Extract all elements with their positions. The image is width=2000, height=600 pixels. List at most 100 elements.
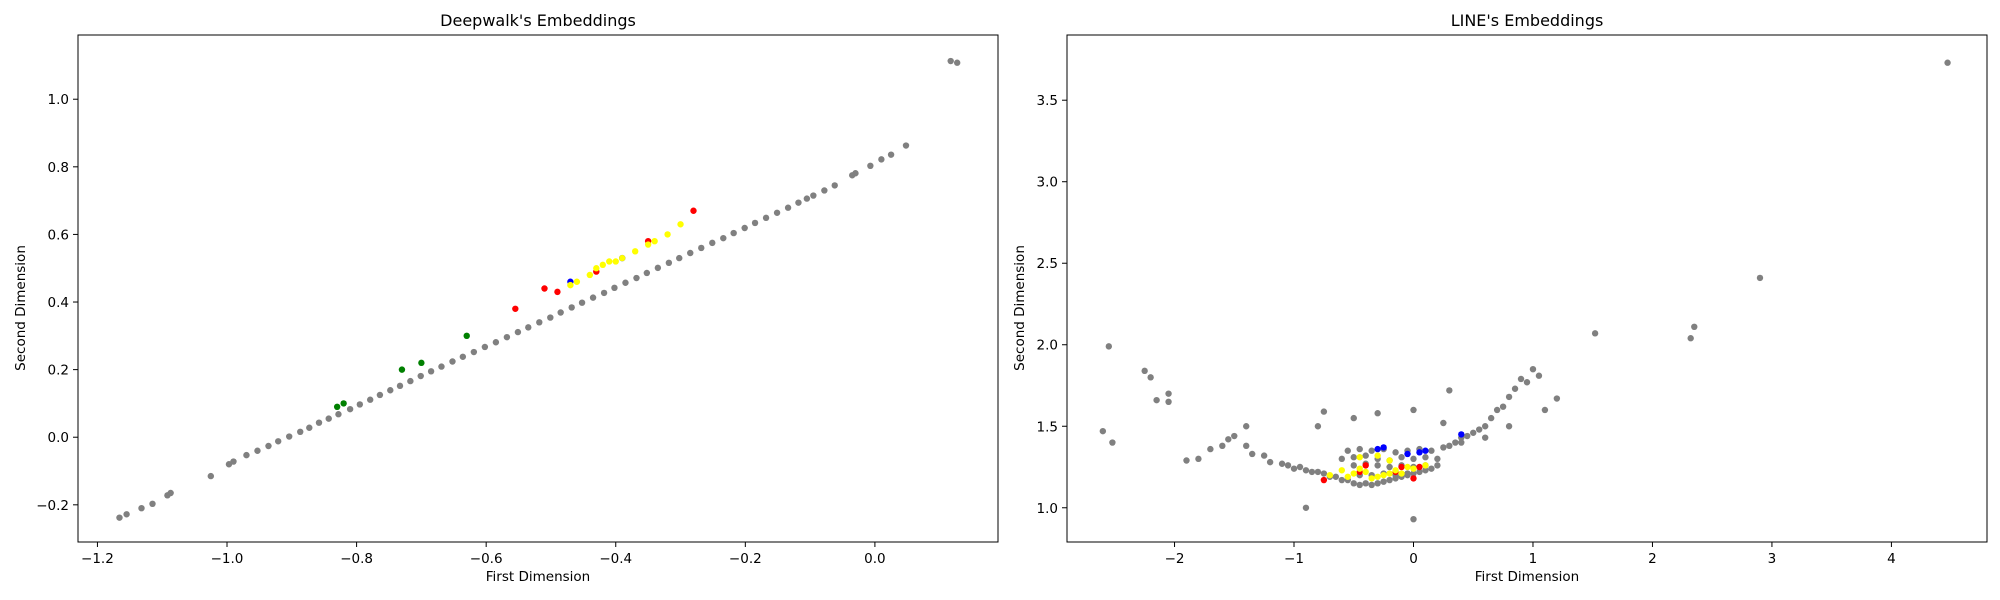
data-point <box>1446 442 1453 450</box>
data-point <box>1362 480 1369 487</box>
data-point <box>1231 432 1238 440</box>
x-axis-label: First Dimension <box>486 569 590 585</box>
data-point <box>356 401 364 408</box>
data-point <box>1356 481 1363 489</box>
data-point <box>1374 462 1381 469</box>
data-point <box>1374 445 1381 453</box>
data-point <box>1109 439 1116 446</box>
data-point <box>1153 396 1160 404</box>
data-point <box>1099 427 1107 435</box>
data-point <box>1344 447 1351 454</box>
data-point <box>1314 423 1322 430</box>
data-point <box>1314 468 1322 476</box>
data-point <box>644 241 652 248</box>
data-point <box>586 271 594 279</box>
data-point <box>1416 468 1423 476</box>
data-point <box>554 288 561 296</box>
data-point <box>1320 470 1328 477</box>
data-point <box>346 405 354 413</box>
data-point <box>1392 467 1399 474</box>
data-point <box>568 304 575 311</box>
data-point <box>1243 423 1250 430</box>
data-point <box>1243 442 1250 450</box>
y-tick-label: 0.6 <box>48 227 69 243</box>
y-tick-label: 1.5 <box>1037 419 1058 435</box>
data-point <box>417 372 424 380</box>
y-tick-label: 2.5 <box>1037 256 1058 272</box>
data-point <box>1356 445 1363 453</box>
deepwalk-chart: Deepwalk's Embeddings First Dimension Se… <box>13 11 999 585</box>
data-point <box>1332 473 1340 480</box>
y-tick-label: 1.0 <box>1037 501 1058 517</box>
data-point <box>1350 480 1357 487</box>
y-tick-label: 0.4 <box>48 295 69 311</box>
data-point <box>567 281 574 289</box>
data-point <box>589 294 597 301</box>
data-point <box>1487 414 1495 422</box>
data-point <box>463 332 470 340</box>
data-point <box>831 182 838 189</box>
data-point <box>1499 403 1507 410</box>
points-layer <box>1099 59 1951 523</box>
data-point <box>578 299 586 306</box>
data-point <box>1464 432 1471 440</box>
data-point <box>1344 473 1351 480</box>
data-point <box>1410 406 1417 414</box>
data-point <box>1410 465 1417 472</box>
data-point <box>784 204 792 211</box>
x-tick-label: −1.0 <box>211 551 244 567</box>
y-axis-label: Second Dimension <box>13 245 29 371</box>
data-point <box>1368 447 1375 454</box>
data-point <box>1404 470 1411 477</box>
data-point <box>1248 450 1256 458</box>
data-point <box>1374 480 1381 487</box>
data-point <box>709 239 716 247</box>
data-point <box>366 396 374 403</box>
y-tick-label: 2.0 <box>1037 338 1058 354</box>
x-axis-label: First Dimension <box>1475 569 1579 585</box>
data-point <box>1392 449 1399 456</box>
line-chart: LINE's Embeddings First Dimension Second… <box>1012 11 1988 585</box>
data-point <box>376 391 384 399</box>
data-point <box>274 438 282 445</box>
data-point <box>525 324 532 331</box>
data-point <box>1350 414 1357 422</box>
data-point <box>622 279 629 286</box>
data-point <box>1105 343 1113 350</box>
data-point <box>1434 462 1441 469</box>
data-point <box>1470 429 1477 436</box>
y-tick-label: 3.5 <box>1037 93 1058 109</box>
data-point <box>243 451 250 459</box>
data-point <box>1553 395 1561 402</box>
data-point <box>1386 470 1393 477</box>
x-tick-label: 1 <box>1529 551 1538 567</box>
data-point <box>1440 444 1447 451</box>
data-point <box>730 229 737 237</box>
data-point <box>1434 455 1441 463</box>
data-point <box>1338 467 1346 474</box>
data-point <box>599 261 606 269</box>
y-tick-label: 0.2 <box>48 363 69 379</box>
data-point <box>333 403 341 410</box>
data-point <box>878 156 885 163</box>
data-point <box>398 366 406 373</box>
data-point <box>1290 465 1298 472</box>
data-point <box>600 289 608 297</box>
data-point <box>1428 447 1435 454</box>
data-point <box>123 511 130 518</box>
x-tick-label: 2 <box>1648 551 1657 567</box>
data-point <box>1944 59 1951 66</box>
y-tick-label: 0.0 <box>48 430 69 446</box>
data-point <box>1440 419 1447 427</box>
data-point <box>1362 452 1369 459</box>
data-point <box>612 258 619 265</box>
points-layer <box>116 57 961 521</box>
y-tick-label: 0.8 <box>48 160 69 176</box>
x-tick-label: −0.2 <box>729 551 762 567</box>
data-point <box>795 199 802 206</box>
data-point <box>619 254 626 262</box>
data-point <box>1591 330 1599 337</box>
data-point <box>1207 445 1214 453</box>
data-point <box>593 265 600 272</box>
